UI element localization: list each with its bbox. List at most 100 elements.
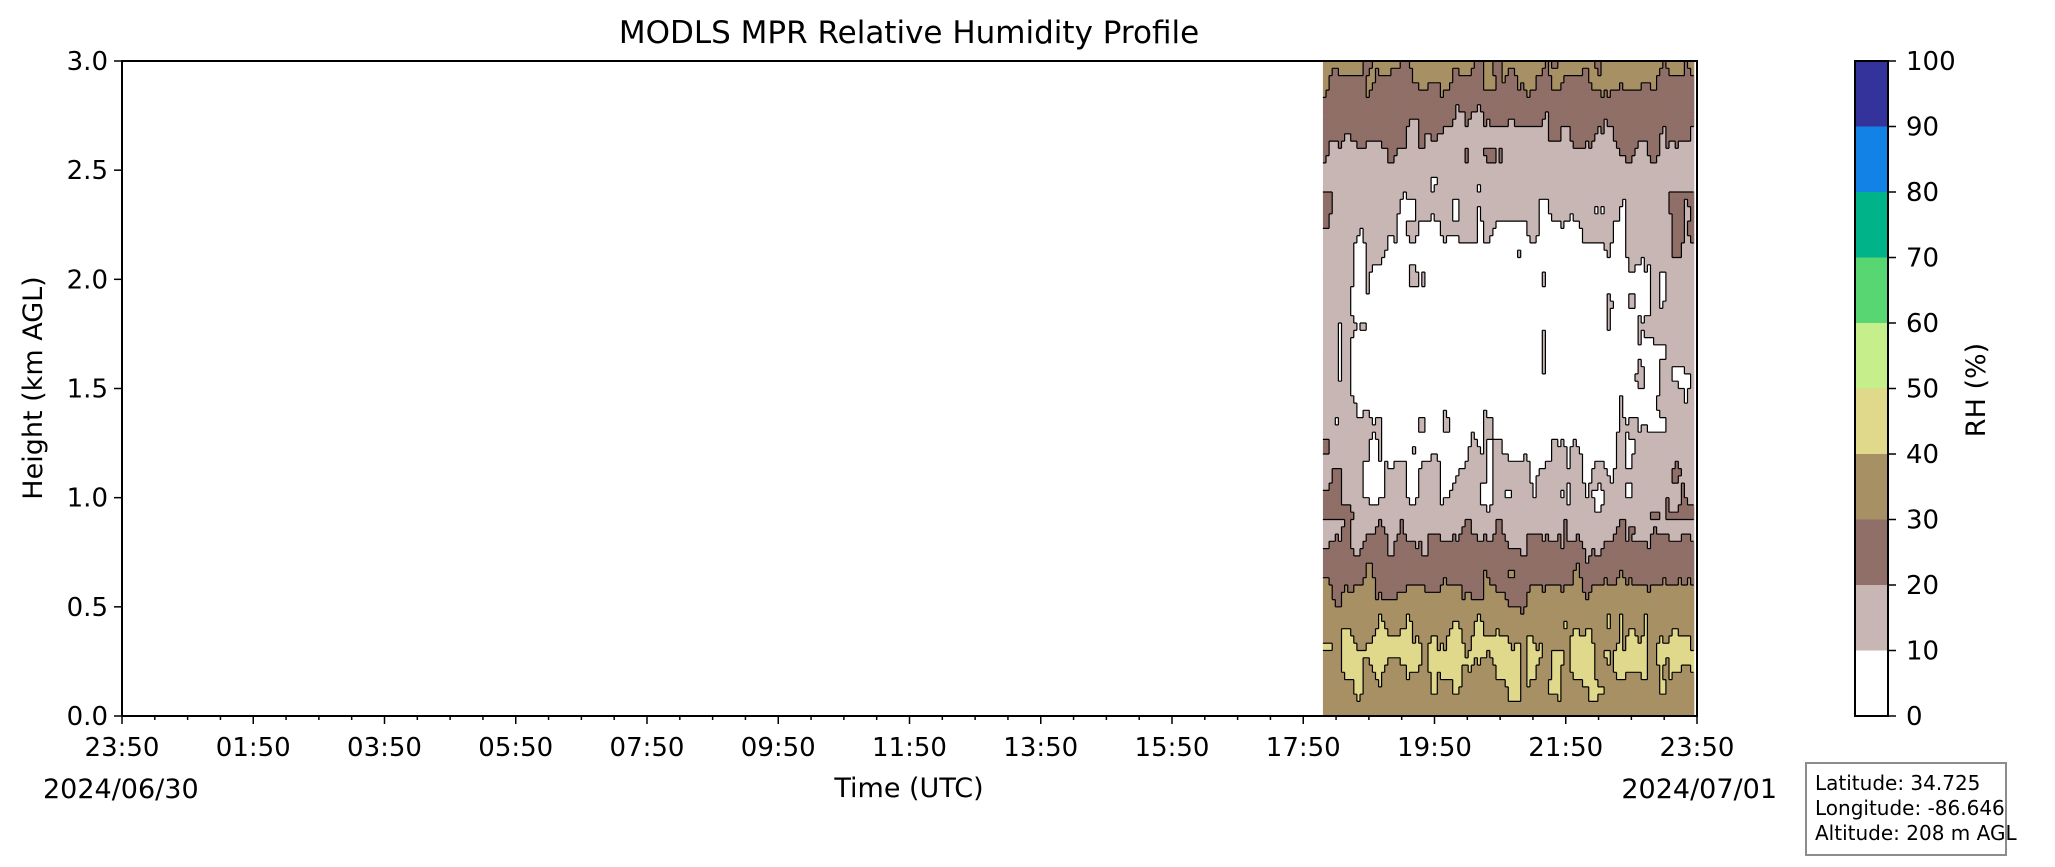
contour-cell [1452, 177, 1457, 186]
contour-cell [1341, 512, 1346, 521]
contour-cell [1356, 483, 1361, 491]
contour-cell [1387, 534, 1392, 542]
contour-cell [1434, 599, 1438, 608]
contour-cell [1434, 628, 1438, 637]
contour-cell [1474, 446, 1479, 455]
contour-cell [1449, 643, 1454, 652]
contour-cell [1418, 366, 1423, 375]
contour-cell [1356, 177, 1361, 186]
contour-cell [1412, 373, 1417, 382]
contour-cell [1437, 650, 1441, 659]
contour-cell [1353, 686, 1358, 695]
contour-cell [1455, 628, 1460, 637]
contour-cell [1492, 526, 1497, 535]
contour-cell [1440, 381, 1445, 390]
contour-cell [1477, 439, 1482, 448]
contour-cell [1458, 497, 1463, 506]
contour-cell [1421, 221, 1426, 229]
contour-cell [1390, 454, 1395, 462]
contour-cell [1409, 446, 1414, 455]
contour-cell [1394, 111, 1398, 120]
contour-cell [1344, 614, 1349, 622]
contour-cell [1465, 432, 1469, 441]
contour-cell [1421, 352, 1426, 360]
contour-cell [1449, 279, 1454, 288]
contour-cell [1394, 264, 1398, 273]
contour-cell [1384, 133, 1389, 142]
contour-cell [1322, 250, 1327, 259]
contour-cell [1344, 468, 1349, 477]
contour-cell [1468, 366, 1472, 375]
contour-cell [1480, 148, 1485, 157]
contour-cell [1397, 111, 1401, 120]
contour-cell [1322, 475, 1327, 484]
contour-cell [1332, 686, 1336, 695]
contour-cell [1369, 97, 1373, 106]
contour-cell [1489, 461, 1494, 470]
contour-cell [1369, 410, 1373, 419]
contour-cell [1415, 141, 1420, 149]
contour-cell [1427, 61, 1432, 69]
contour-cell [1347, 686, 1352, 695]
contour-cell [1378, 570, 1383, 579]
contour-cell [1375, 323, 1380, 331]
contour-cell [1437, 417, 1441, 426]
contour-cell [1322, 555, 1327, 564]
contour-cell [1372, 512, 1377, 521]
contour-cell [1344, 111, 1349, 120]
contour-cell [1397, 133, 1401, 142]
contour-cell [1344, 577, 1349, 586]
contour-cell [1458, 512, 1463, 521]
contour-cell [1465, 272, 1469, 280]
contour-cell [1443, 650, 1448, 659]
contour-cell [1347, 199, 1352, 208]
contour-cell [1412, 242, 1417, 251]
contour-cell [1483, 592, 1488, 601]
contour-cell [1366, 490, 1370, 499]
contour-cell [1431, 475, 1435, 484]
contour-cell [1446, 446, 1451, 455]
contour-cell [1341, 148, 1346, 157]
contour-cell [1332, 279, 1336, 288]
contour-cell [1406, 650, 1411, 659]
contour-cell [1489, 199, 1494, 208]
contour-cell [1465, 264, 1469, 273]
contour-cell [1381, 126, 1386, 135]
contour-cell [1347, 657, 1352, 666]
contour-cell [1489, 643, 1494, 652]
contour-cell [1360, 250, 1364, 259]
contour-cell [1421, 424, 1426, 433]
contour-cell [1471, 643, 1475, 652]
contour-cell [1412, 155, 1417, 164]
contour-cell [1341, 133, 1346, 142]
contour-cell [1338, 221, 1343, 229]
contour-cell [1338, 621, 1343, 630]
contour-cell [1492, 432, 1497, 441]
contour-cell [1458, 694, 1463, 703]
contour-cell [1458, 323, 1463, 331]
contour-cell [1350, 395, 1355, 404]
contour-cell [1326, 475, 1330, 484]
contour-cell [1421, 170, 1426, 179]
contour-cell [1326, 279, 1330, 288]
contour-cell [1461, 97, 1466, 106]
contour-cell [1455, 301, 1460, 310]
contour-cell [1440, 279, 1445, 288]
contour-cell [1427, 563, 1432, 572]
contour-cell [1443, 162, 1448, 171]
contour-cell [1366, 141, 1370, 149]
contour-cell [1341, 701, 1346, 710]
contour-cell [1384, 381, 1389, 390]
contour-cell [1415, 235, 1420, 244]
contour-cell [1486, 162, 1491, 171]
contour-cell [1424, 577, 1429, 586]
contour-cell [1372, 301, 1377, 310]
contour-cell [1461, 359, 1466, 368]
contour-cell [1443, 148, 1448, 157]
contour-cell [1353, 272, 1358, 280]
contour-cell [1390, 192, 1395, 200]
contour-cell [1338, 286, 1343, 295]
contour-cell [1415, 373, 1420, 382]
contour-cell [1400, 614, 1404, 622]
contour-cell [1483, 111, 1488, 120]
